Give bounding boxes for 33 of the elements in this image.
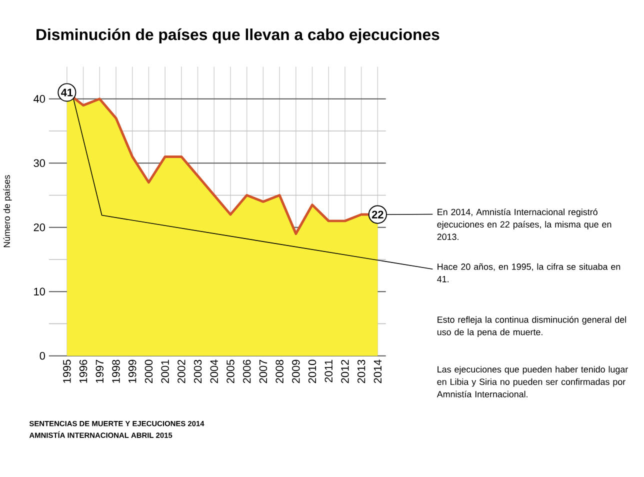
x-tick-label: 2014 [374, 359, 382, 383]
x-tick-label: 1998 [112, 360, 120, 383]
y-tick-label: 0 [40, 352, 46, 360]
x-tick-label: 2011 [324, 360, 332, 382]
x-tick-label: 1999 [128, 360, 136, 383]
text: Las ejecuciones que pueden haber tenido lugar en Libia y Siria no pueden ser confirmadas por Amnistía Internacional. [436, 366, 628, 398]
text: Esto refleja la continua disminución general del uso de la pena de muerte. [437, 316, 626, 337]
x-tick-label: 1997 [96, 360, 104, 383]
x-tick-label: 2012 [341, 360, 349, 383]
x-tick-label: 1995 [63, 360, 71, 383]
x-tick-label: 2008 [276, 360, 284, 383]
x-tick-label: 2004 [210, 359, 218, 383]
text: En 2014, Amnistía Internacional registró ejecuciones en 22 países, la misma que en 2013. [437, 208, 612, 240]
x-tick-label: 2001 [161, 360, 169, 383]
y-tick-label: 10 [34, 288, 46, 296]
x-tick-label: 2013 [357, 360, 366, 383]
text: Hace 20 años, en 1995, la cifra se situaba en 41. [437, 263, 620, 282]
chart-title: Disminución de países que llevan a cabo ejecuciones [36, 28, 440, 44]
x-tick-label: 2010 [308, 360, 316, 383]
x-tick-label: 2000 [144, 360, 153, 383]
y-tick-label: 30 [34, 159, 46, 167]
x-tick-label: 2007 [259, 360, 268, 383]
x-tick-label: 2002 [178, 360, 186, 383]
x-tick-label: 2003 [194, 360, 202, 383]
annotation: 22 [372, 210, 384, 218]
y-tick-label: 20 [34, 223, 46, 232]
y-axis-title: Número de países [3, 174, 12, 247]
annotation: 41 [61, 88, 73, 96]
x-tick-label: 2005 [226, 360, 234, 383]
x-tick-label: 1996 [79, 360, 88, 383]
y-tick-label: 40 [34, 94, 46, 103]
x-tick-label: 2009 [292, 360, 300, 383]
x-tick-label: 2006 [242, 360, 251, 383]
